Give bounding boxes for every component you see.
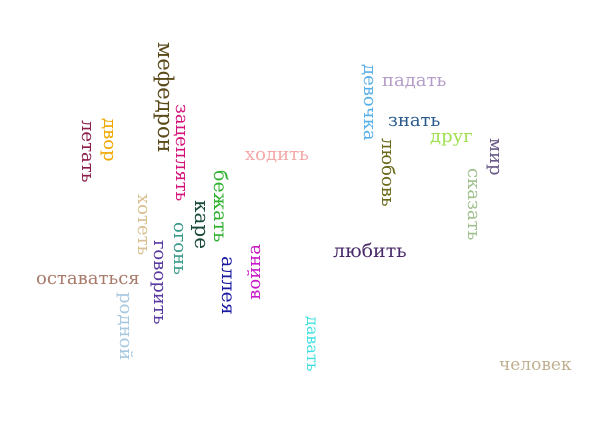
word-khotet: хотеть bbox=[133, 194, 154, 256]
word-alleya: аллея bbox=[217, 256, 239, 315]
word-davat: давать bbox=[303, 316, 322, 372]
word-ogon: огонь bbox=[169, 222, 190, 275]
word-skazat: сказать bbox=[463, 168, 484, 241]
word-khodit: ходить bbox=[245, 144, 309, 165]
word-mir: мир bbox=[485, 138, 506, 176]
word-lyubov: любовь bbox=[377, 138, 398, 207]
word-devochka: девочка bbox=[359, 64, 380, 141]
word-rodnoy: родной bbox=[115, 292, 136, 361]
word-letat: летать bbox=[77, 120, 98, 183]
word-kare: каре bbox=[190, 200, 214, 250]
word-zatseplyat: зацеплять bbox=[171, 104, 192, 202]
word-mefedron: мефедрон bbox=[153, 42, 177, 153]
word-drug: друг bbox=[430, 126, 473, 147]
word-dvor: двор bbox=[99, 118, 120, 162]
word-bezhat: бежать bbox=[209, 170, 231, 243]
word-chelovek: человек bbox=[499, 355, 572, 375]
word-voyna: война bbox=[244, 244, 265, 300]
word-lyubit: любить bbox=[333, 240, 407, 262]
word-govorit: говорить bbox=[149, 240, 170, 325]
word-padat: падать bbox=[382, 70, 447, 91]
word-znat: знать bbox=[388, 110, 441, 131]
word-ostavatsya: оставаться bbox=[36, 268, 140, 289]
